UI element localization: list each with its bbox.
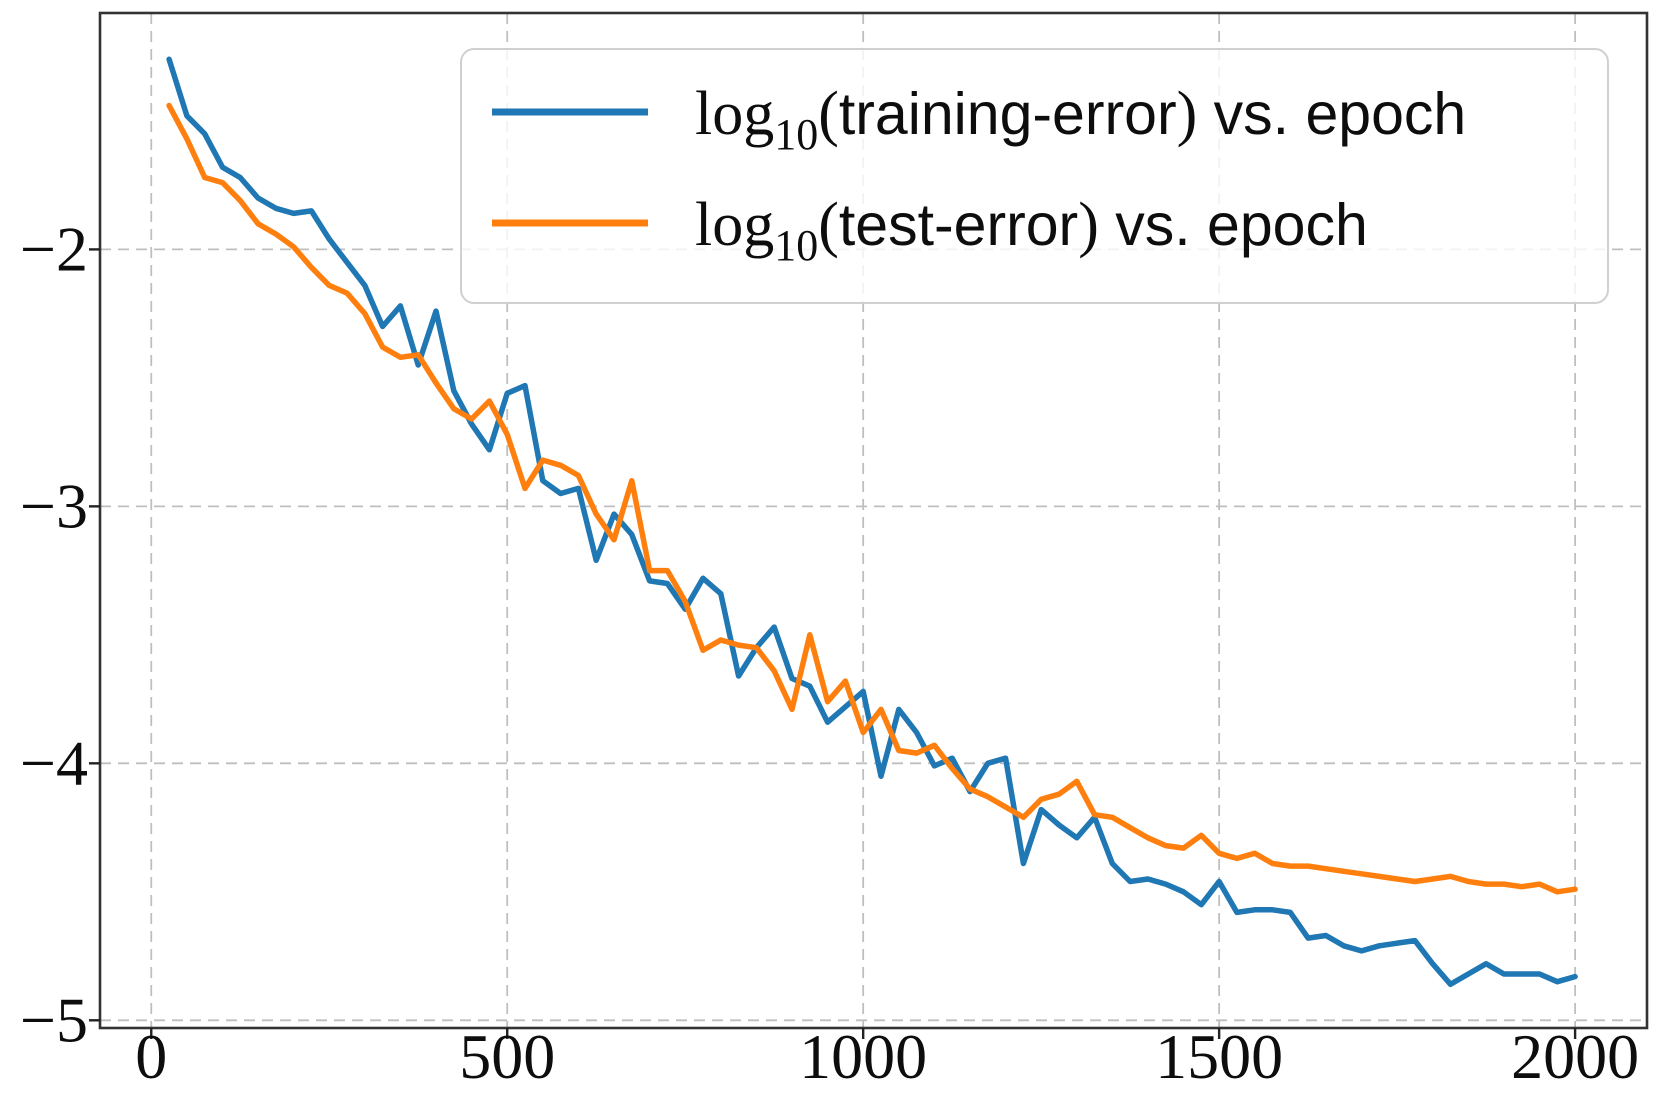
log10-training-error--line xyxy=(166,56,1578,988)
legend-label-part: vs. epoch xyxy=(1197,81,1466,147)
x-tick-label-1500: 1500 xyxy=(1155,1021,1283,1092)
plot-area-border xyxy=(98,11,1649,1030)
y-tick-label-−3: −3 xyxy=(20,470,88,541)
legend-label-part: training-error xyxy=(839,81,1177,147)
y-tick-label-−2: −2 xyxy=(20,213,88,284)
legend-label-part: ( xyxy=(818,191,839,259)
y-tick-label-−4: −4 xyxy=(20,727,88,798)
legend-label-training: log10(training-error) vs. epoch xyxy=(695,80,1466,159)
legend-label-part: ) xyxy=(1078,191,1099,259)
data-series xyxy=(166,56,1578,988)
y-tick-label-−5: −5 xyxy=(20,984,88,1055)
x-tick-label-2000: 2000 xyxy=(1511,1021,1639,1092)
legend-label-part: test-error xyxy=(839,192,1078,258)
legend: log10(training-error) vs. epochlog10(tes… xyxy=(460,48,1609,304)
legend-label-part: log xyxy=(695,191,774,259)
legend-box xyxy=(460,48,1609,304)
legend-label-part: ) xyxy=(1177,80,1198,148)
legend-label-part: log xyxy=(695,80,774,148)
x-tick-label-500: 500 xyxy=(459,1021,555,1092)
legend-label-part: ( xyxy=(818,80,839,148)
legend-label-test: log10(test-error) vs. epoch xyxy=(695,191,1368,270)
legend-label-part: 10 xyxy=(774,110,818,159)
x-tick-label-1000: 1000 xyxy=(799,1021,927,1092)
x-tick-label-0: 0 xyxy=(135,1021,167,1092)
axis-ticks-and-labels: 0 500 1000 1500 2000 −2 −3 −4 −5 xyxy=(20,213,1639,1092)
legend-label-part: 10 xyxy=(774,221,818,270)
log10-test-error--line xyxy=(166,102,1578,895)
legend-label-part: vs. epoch xyxy=(1099,192,1368,258)
